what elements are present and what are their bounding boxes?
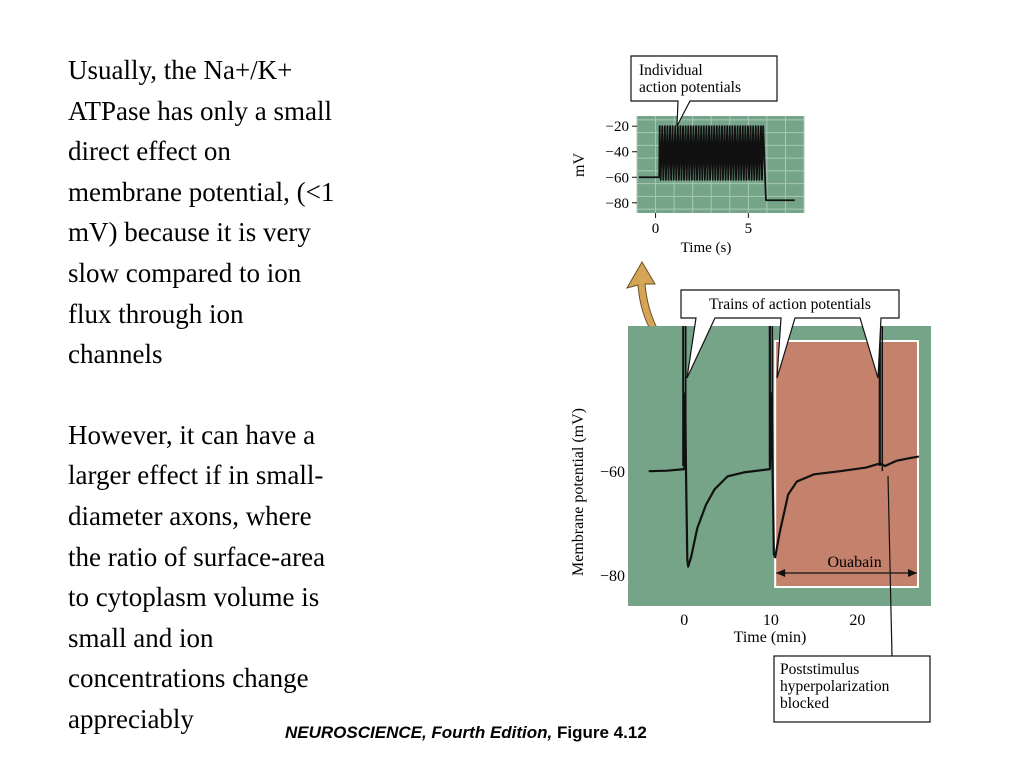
inset-y-tick-label: −40 (606, 145, 629, 161)
paragraph-na-k-atpase: Usually, the Na+/K+ ATPase has only a sm… (68, 55, 335, 370)
main-x-tick-label: 10 (763, 612, 779, 629)
figure-credit: NEUROSCIENCE, Fourth Edition, Figure 4.1… (285, 723, 647, 743)
inset-y-ticks: −20 −40 −60 −80 (606, 119, 637, 212)
main-x-tick-label: 0 (680, 612, 688, 629)
inset-y-tick-label: −80 (606, 196, 629, 212)
inset-x-tick-label: 5 (745, 221, 753, 237)
main-x-tick-label: 20 (849, 612, 865, 629)
slide-text: Usually, the Na+/K+ ATPase has only a sm… (68, 50, 428, 740)
inset-x-axis-label: Time (s) (681, 240, 732, 256)
inset-y-tick-label: −20 (606, 119, 629, 135)
main-y-tick-label: −80 (600, 568, 625, 585)
callout-poststimulus-text: Poststimulus hyperpolarization blocked (780, 661, 890, 712)
ouabain-span-arrow: Ouabain (776, 554, 918, 577)
main-y-tick-label: −60 (600, 464, 625, 481)
ouabain-label: Ouabain (827, 554, 881, 571)
credit-figure: Figure 4.12 (557, 723, 647, 742)
credit-book: NEUROSCIENCE, Fourth Edition, (285, 723, 553, 742)
callout-poststimulus: Poststimulus hyperpolarization blocked (773, 475, 931, 723)
inset-x-tick-label: 0 (652, 221, 660, 237)
paragraph-small-axons: However, it can have a larger effect if … (68, 419, 326, 734)
main-chart: Ouabain −60 −80 0 10 20 Membrane potential … (570, 289, 931, 723)
ouabain-region (774, 340, 920, 588)
main-x-ticks: 0 10 20 (680, 612, 865, 629)
main-x-axis-label: Time (min) (734, 629, 807, 646)
spike-trains (682, 326, 884, 472)
callout-trains-of-action-potentials: Trains of action potentials (680, 289, 900, 379)
inset-y-axis-label: mV (571, 153, 588, 177)
inset-trace-line (638, 125, 795, 202)
callout-trains-text: Trains of action potentials (709, 296, 871, 313)
main-y-ticks: −60 −80 (600, 464, 625, 585)
main-y-axis-label: Membrane potential (mV) (570, 408, 587, 576)
inset-y-tick-label: −60 (606, 170, 629, 186)
callout-individual-action-potentials: Individual action potentials (630, 55, 778, 127)
callout-individual-text: Individual action potentials (639, 62, 741, 96)
